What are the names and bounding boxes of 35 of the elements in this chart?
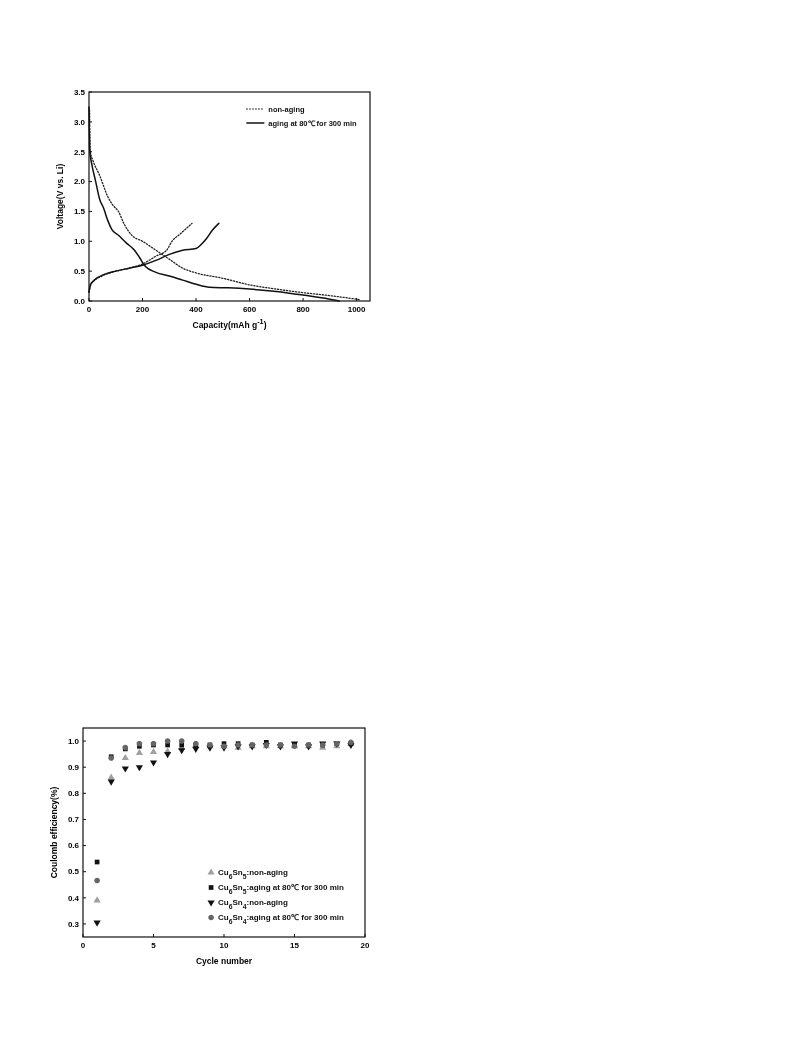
y-tick-label: 0.5 xyxy=(73,266,86,276)
x-tick-label: 200 xyxy=(135,305,150,314)
legend-label: Cu$_{6}$Sn$_{4}$:non-aging xyxy=(218,898,288,910)
y-tick-label: 1.0 xyxy=(67,736,80,746)
y-tick-label: 0.8 xyxy=(67,789,80,799)
x-axis-title: Capacity(mAh g$^{-1}$) xyxy=(192,316,267,330)
x-tick-label: 400 xyxy=(189,305,204,314)
x-tick-label: 0 xyxy=(80,941,86,950)
x-axis-title: Cycle number xyxy=(195,956,253,966)
x-tick-label: 600 xyxy=(242,305,257,314)
y-tick-label: 0.4 xyxy=(67,893,80,903)
y-axis-title: Coulomb efficiency(%) xyxy=(49,786,59,879)
y-tick-label: 0.7 xyxy=(67,815,80,825)
y-tick-label: 2.5 xyxy=(73,147,86,157)
x-tick-label: 800 xyxy=(296,305,311,314)
y-tick-label: 3.5 xyxy=(73,87,86,97)
x-tick-label: 15 xyxy=(290,941,300,950)
legend-label: Cu$_{6}$Sn$_{4}$:aging at 80℃ for 300 min xyxy=(218,913,345,925)
y-tick-label: 0.0 xyxy=(73,296,86,306)
x-tick-label: 1000 xyxy=(347,305,367,314)
y-tick-label: 3.0 xyxy=(73,117,86,127)
x-tick-label: 5 xyxy=(151,941,157,950)
y-tick-label: 0.9 xyxy=(67,762,80,772)
y-axis-title: Voltage(V vs. Li) xyxy=(55,163,65,230)
legend-label: Cu$_{6}$Sn$_{5}$:non-aging xyxy=(218,868,288,880)
y-tick-label: 0.6 xyxy=(67,841,80,851)
x-tick-label: 20 xyxy=(360,941,370,950)
y-tick-label: 2.0 xyxy=(73,177,86,187)
y-tick-label: 0.3 xyxy=(67,919,80,929)
legend-label: Cu$_{6}$Sn$_{5}$:aging at 80℃ for 300 min xyxy=(218,883,345,895)
y-tick-label: 0.5 xyxy=(67,867,80,877)
x-tick-label: 0 xyxy=(86,305,92,314)
y-tick-label: 1.5 xyxy=(73,207,86,217)
x-tick-label: 10 xyxy=(219,941,229,950)
y-tick-label: 1.0 xyxy=(73,237,86,247)
